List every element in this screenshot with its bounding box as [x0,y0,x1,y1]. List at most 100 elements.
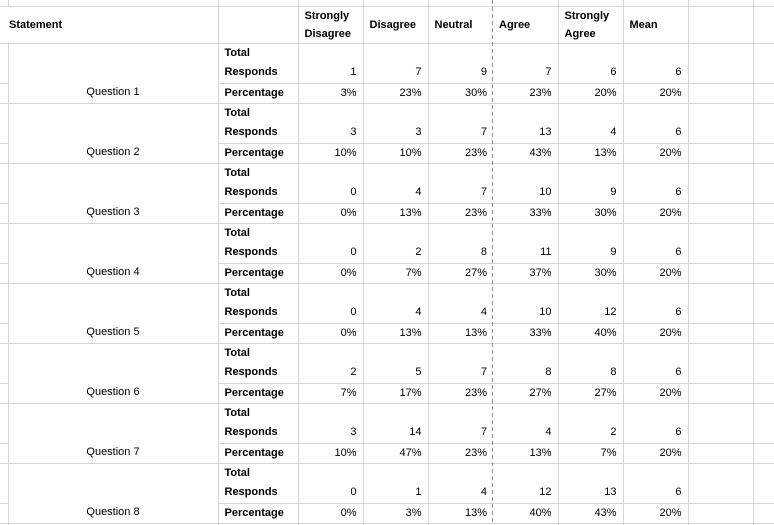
percentage-value[interactable]: 43% [493,143,559,164]
percentage-value[interactable]: 30% [428,83,493,104]
respond-value[interactable]: 7 [363,43,429,84]
respond-value[interactable]: 6 [623,463,689,504]
header-disagree[interactable]: Disagree [363,6,429,44]
percentage-value[interactable]: 3% [298,83,364,104]
percentage-value[interactable]: 13% [363,203,429,224]
percentage-value[interactable]: 23% [363,83,429,104]
header-agree[interactable]: Agree [493,6,559,44]
percentage-value[interactable]: 3% [363,503,429,524]
percentage-value[interactable]: 17% [363,383,429,404]
respond-value[interactable]: 2 [363,223,429,264]
percentage-value[interactable]: 20% [623,143,689,164]
respond-value[interactable]: 2 [558,403,624,444]
respond-value[interactable]: 3 [298,403,364,444]
respond-value[interactable]: 8 [558,343,624,384]
percentage-value[interactable]: 33% [493,323,559,344]
percentage-value[interactable]: 7% [363,263,429,284]
percentage-value[interactable]: 10% [298,443,364,464]
respond-value[interactable]: 13 [558,463,624,504]
percentage-label[interactable]: Percentage [218,143,299,164]
respond-value[interactable]: 6 [623,223,689,264]
percentage-label[interactable]: Percentage [218,323,299,344]
question-cell[interactable]: Question 7 [8,403,219,464]
percentage-label[interactable]: Percentage [218,263,299,284]
percentage-label[interactable]: Percentage [218,443,299,464]
total-responds-label[interactable]: Total Responds [218,343,299,384]
respond-value[interactable]: 9 [558,163,624,204]
percentage-value[interactable]: 27% [428,263,493,284]
header-strongly-agree[interactable]: Strongly Agree [558,6,624,44]
respond-value[interactable]: 4 [363,283,429,324]
percentage-label[interactable]: Percentage [218,203,299,224]
question-cell[interactable]: Question 3 [8,163,219,224]
percentage-value[interactable]: 30% [558,203,624,224]
percentage-value[interactable]: 20% [623,383,689,404]
respond-value[interactable]: 13 [493,103,559,144]
question-cell[interactable]: Question 1 [8,43,219,104]
respond-value[interactable]: 8 [428,223,493,264]
respond-value[interactable]: 7 [428,163,493,204]
respond-value[interactable]: 5 [363,343,429,384]
question-cell[interactable]: Question 8 [8,463,219,524]
respond-value[interactable]: 6 [623,403,689,444]
percentage-value[interactable]: 23% [428,383,493,404]
respond-value[interactable]: 6 [558,43,624,84]
percentage-value[interactable]: 20% [623,503,689,524]
total-responds-label[interactable]: Total Responds [218,43,299,84]
respond-value[interactable]: 4 [428,463,493,504]
respond-value[interactable]: 4 [428,283,493,324]
percentage-value[interactable]: 23% [428,143,493,164]
total-responds-label[interactable]: Total Responds [218,223,299,264]
header-blank[interactable] [218,6,299,44]
respond-value[interactable]: 3 [363,103,429,144]
question-cell[interactable]: Question 6 [8,343,219,404]
respond-value[interactable]: 4 [493,403,559,444]
percentage-value[interactable]: 20% [623,323,689,344]
percentage-value[interactable]: 7% [298,383,364,404]
header-statement[interactable]: Statement [0,6,219,44]
question-cell[interactable]: Question 2 [8,103,219,164]
percentage-value[interactable]: 23% [428,443,493,464]
respond-value[interactable]: 11 [493,223,559,264]
percentage-label[interactable]: Percentage [218,503,299,524]
percentage-label[interactable]: Percentage [218,383,299,404]
percentage-value[interactable]: 13% [493,443,559,464]
percentage-value[interactable]: 10% [298,143,364,164]
respond-value[interactable]: 4 [558,103,624,144]
percentage-value[interactable]: 20% [558,83,624,104]
question-cell[interactable]: Question 5 [8,283,219,344]
respond-value[interactable]: 4 [363,163,429,204]
respond-value[interactable]: 2 [298,343,364,384]
percentage-value[interactable]: 13% [558,143,624,164]
respond-value[interactable]: 1 [363,463,429,504]
percentage-value[interactable]: 13% [428,503,493,524]
percentage-value[interactable]: 40% [558,323,624,344]
respond-value[interactable]: 6 [623,103,689,144]
percentage-value[interactable]: 47% [363,443,429,464]
percentage-value[interactable]: 0% [298,503,364,524]
respond-value[interactable]: 10 [493,283,559,324]
percentage-value[interactable]: 13% [363,323,429,344]
question-cell[interactable]: Question 4 [8,223,219,284]
percentage-label[interactable]: Percentage [218,83,299,104]
respond-value[interactable]: 8 [493,343,559,384]
header-strongly-disagree[interactable]: Strongly Disagree [298,6,364,44]
percentage-value[interactable]: 27% [558,383,624,404]
respond-value[interactable]: 12 [558,283,624,324]
percentage-value[interactable]: 40% [493,503,559,524]
total-responds-label[interactable]: Total Responds [218,103,299,144]
percentage-value[interactable]: 10% [363,143,429,164]
total-responds-label[interactable]: Total Responds [218,463,299,504]
percentage-value[interactable]: 20% [623,203,689,224]
percentage-value[interactable]: 43% [558,503,624,524]
percentage-value[interactable]: 0% [298,263,364,284]
respond-value[interactable]: 0 [298,463,364,504]
respond-value[interactable]: 7 [493,43,559,84]
percentage-value[interactable]: 20% [623,263,689,284]
percentage-value[interactable]: 27% [493,383,559,404]
percentage-value[interactable]: 7% [558,443,624,464]
respond-value[interactable]: 0 [298,163,364,204]
percentage-value[interactable]: 20% [623,83,689,104]
percentage-value[interactable]: 13% [428,323,493,344]
respond-value[interactable]: 6 [623,283,689,324]
